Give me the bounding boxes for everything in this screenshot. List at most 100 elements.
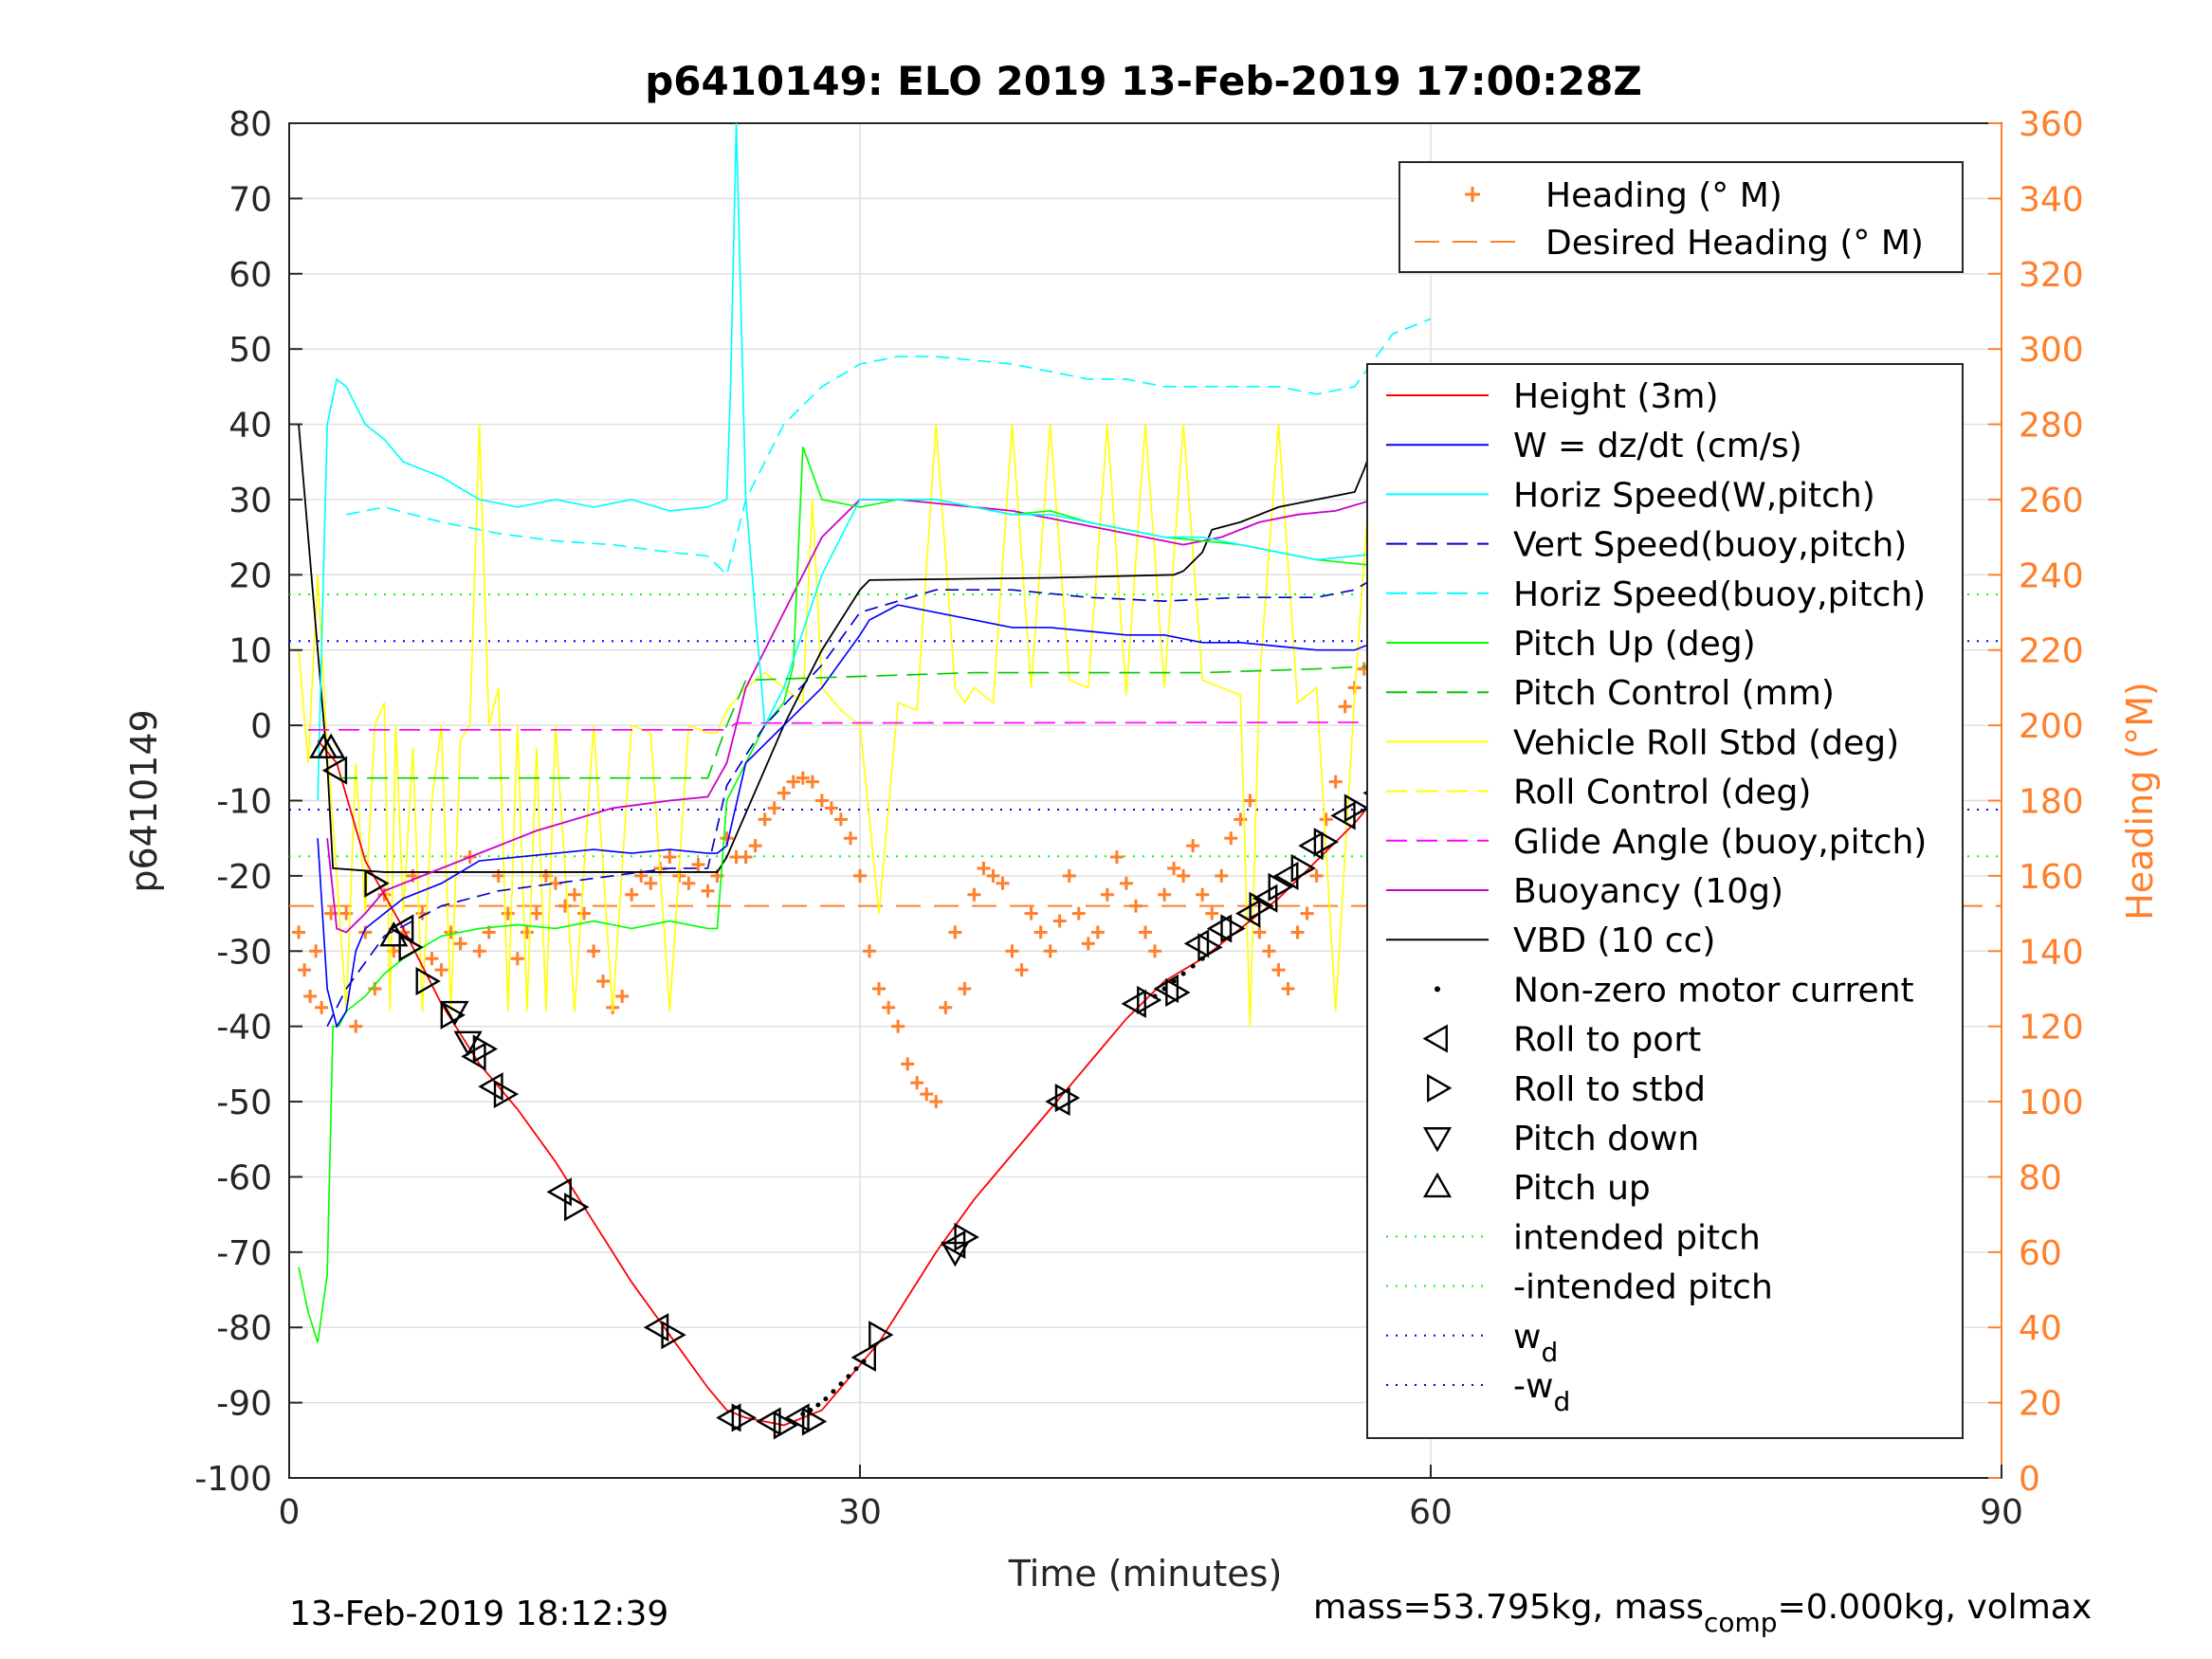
y-axis-left: 80 70 60 50 40 30 20 10 0 -10 -20 -30 -40 -50 -60 -70 -8… [194,105,302,1499]
roll-port-marker [388,914,414,943]
roll-stbd-marker [868,1321,894,1350]
motor-current-dot [1152,994,1158,999]
heading-point [843,831,857,846]
legend-main-entry: Roll Control (deg) [1386,774,1811,812]
legend-label-name: -w [1513,1367,1553,1406]
y-axis-label-right: Heading (°M) [2119,682,2161,921]
heading-point [434,963,448,977]
legend-main-entry: Height (3m) [1386,377,1719,416]
y-axis-label: p6410149 [123,709,165,892]
heading-point [587,944,601,958]
roll-stbd-marker [1054,1084,1081,1113]
motor-current-dot [831,1389,836,1395]
heading-point [691,857,705,871]
roll-port-marker [643,1313,669,1342]
heading-point [472,944,486,958]
heading-point [891,1019,905,1033]
legend-label: Vert Speed(buoy,pitch) [1513,526,1907,565]
heading-point [1005,944,1019,958]
legend-main-entry: Pitch Up (deg) [1386,625,1756,664]
y-tick-label: -60 [216,1158,272,1197]
heading-point [929,1095,943,1109]
roll-stbd-marker [440,1000,466,1030]
y-right-tick-label: 140 [2019,933,2084,972]
heading-point [1309,868,1324,883]
heading-point [1100,887,1114,902]
motor-current-dot [846,1374,851,1379]
heading-point [805,775,819,789]
roll-port-marker [1206,914,1233,943]
heading-point [349,1019,363,1033]
roll-port-marker [1183,929,1210,958]
heading-point [986,868,1000,883]
heading-point [882,1000,896,1014]
heading-point [1033,925,1048,939]
footer-mass-main: mass=53.795kg, mass [1313,1588,1704,1627]
heading-point [767,801,781,815]
y-tick-label: -20 [216,858,272,897]
series-glide_angle [308,721,1451,731]
y-tick-label: 60 [229,256,272,295]
heading-point [1300,906,1314,921]
motor-current-dot [800,1412,806,1417]
roll-stbd-marker [731,1403,758,1432]
legend-main-entry: Pitch Control (mm) [1386,674,1835,713]
heading-point [1281,981,1295,995]
heading-point [920,1087,934,1102]
legend-label: Horiz Speed(W,pitch) [1513,476,1875,515]
y-tick-label: -100 [194,1460,272,1499]
legend-swatch [1422,1024,1448,1053]
legend-main-entry: VBD (10 cc) [1386,921,1715,960]
y-tick-label: 70 [229,180,272,219]
heading-point [977,861,991,875]
series-vbd [298,385,1451,873]
legend-main-entry: Non-zero motor current [1435,971,1914,1010]
heading-point [777,786,791,800]
heading-point [1215,868,1229,883]
y-tick-label: -70 [216,1234,272,1273]
heading-point [1128,899,1143,913]
legend-label-name: Roll Control (deg) [1513,774,1811,812]
roll-stbd-marker [1197,933,1223,962]
heading-point [1043,944,1057,958]
roll-port-marker [1298,831,1324,861]
roll-stbd-marker [661,1321,686,1350]
heading-point [520,925,534,939]
roll-stbd-marker [364,868,390,898]
y-right-tick-label: 180 [2019,783,2084,822]
x-tick-label: 60 [1409,1493,1453,1532]
legend-main-entry: Buoyancy (10g) [1386,872,1783,911]
y-tick-label: -30 [216,933,272,972]
y-right-tick-label: 200 [2019,707,2084,746]
series-vert_speed_buoy [326,558,1432,1028]
heading-point [292,925,306,939]
heading-point [1024,906,1038,921]
roll-stbd-marker [1249,891,1274,921]
motor-current-dot [838,1381,844,1387]
series-horiz_speed_w [317,122,1451,801]
y-right-tick-label: 120 [2019,1009,2084,1048]
x-axis: 0 30 60 90 [279,1465,2023,1532]
heading-point [758,812,772,827]
y-tick-label: 20 [229,556,272,595]
y-right-tick-label: 360 [2019,105,2084,144]
marker-layer [309,711,1465,1440]
motor-current-dot [823,1396,829,1402]
series-horiz_speed_buoy [346,318,1432,576]
heading-point [1243,793,1257,808]
heading-point [1338,700,1352,714]
heading-point [967,887,981,902]
y-right-tick-label: 240 [2019,556,2084,595]
heading-point [663,850,677,865]
heading-point [1148,944,1162,958]
legend-label-sub: d [1553,1386,1570,1417]
legend-label: Vehicle Roll Stbd (deg) [1513,723,1899,762]
legend-label: Height (3m) [1513,377,1719,416]
legend-label-name: Non-zero motor current [1513,971,1914,1010]
y-tick-label: 40 [229,407,272,446]
legend-label: Roll to port [1513,1021,1701,1060]
y-right-tick-label: 80 [2019,1158,2062,1197]
legend-label-sub: d [1541,1337,1558,1368]
legend-main: Height (3m) W = dz/dt (cm/s) Horiz Speed(W… [1366,363,1964,1439]
heading-point [910,1076,924,1090]
